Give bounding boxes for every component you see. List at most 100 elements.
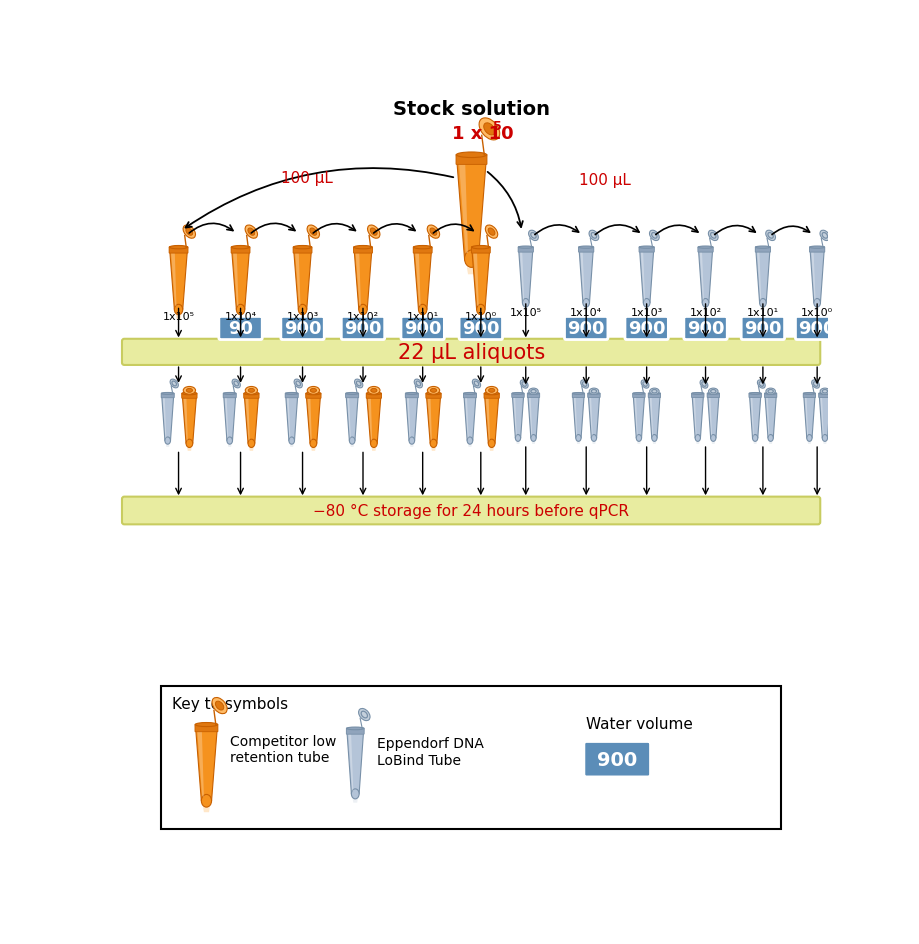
Ellipse shape — [695, 435, 699, 442]
Ellipse shape — [409, 437, 414, 445]
Polygon shape — [352, 799, 357, 802]
Polygon shape — [165, 445, 169, 447]
Text: 1x10⁵: 1x10⁵ — [163, 312, 194, 321]
FancyBboxPatch shape — [639, 247, 653, 253]
Ellipse shape — [232, 246, 249, 249]
Polygon shape — [819, 396, 823, 436]
Polygon shape — [588, 396, 592, 436]
Ellipse shape — [766, 389, 775, 395]
Text: 1x10²: 1x10² — [346, 312, 379, 321]
Ellipse shape — [651, 435, 656, 442]
FancyBboxPatch shape — [741, 317, 784, 340]
Polygon shape — [176, 315, 181, 319]
Text: 22 μL aliquots: 22 μL aliquots — [397, 343, 545, 362]
Ellipse shape — [752, 435, 757, 442]
Ellipse shape — [358, 709, 369, 721]
Polygon shape — [187, 448, 191, 451]
Polygon shape — [287, 396, 290, 439]
Text: 1x10¹: 1x10¹ — [746, 308, 778, 317]
Polygon shape — [768, 442, 772, 445]
Ellipse shape — [183, 226, 195, 239]
Ellipse shape — [425, 393, 440, 396]
Text: 900: 900 — [743, 320, 781, 338]
Polygon shape — [766, 396, 768, 436]
FancyBboxPatch shape — [425, 394, 441, 399]
Polygon shape — [692, 396, 696, 436]
FancyBboxPatch shape — [231, 247, 250, 254]
Polygon shape — [578, 248, 593, 303]
Ellipse shape — [236, 305, 244, 315]
Polygon shape — [580, 250, 584, 301]
Polygon shape — [414, 251, 420, 307]
FancyBboxPatch shape — [754, 247, 770, 253]
Ellipse shape — [351, 789, 358, 799]
Polygon shape — [169, 248, 187, 311]
Polygon shape — [478, 315, 483, 319]
Ellipse shape — [162, 393, 174, 395]
Ellipse shape — [512, 393, 523, 395]
Ellipse shape — [187, 389, 192, 393]
Polygon shape — [576, 442, 580, 445]
Ellipse shape — [591, 435, 596, 442]
FancyBboxPatch shape — [764, 394, 776, 398]
FancyBboxPatch shape — [572, 394, 584, 398]
Text: 1x10⁵: 1x10⁵ — [509, 308, 541, 317]
Ellipse shape — [289, 437, 294, 445]
Polygon shape — [425, 394, 440, 444]
Text: 900: 900 — [344, 320, 381, 338]
Ellipse shape — [170, 379, 178, 388]
Polygon shape — [431, 448, 436, 451]
Polygon shape — [410, 445, 414, 447]
Polygon shape — [707, 394, 719, 439]
FancyBboxPatch shape — [578, 247, 593, 253]
Ellipse shape — [819, 389, 829, 395]
Ellipse shape — [572, 393, 584, 395]
Ellipse shape — [463, 393, 475, 395]
Ellipse shape — [767, 435, 773, 442]
Ellipse shape — [227, 437, 233, 445]
FancyBboxPatch shape — [691, 394, 703, 398]
Polygon shape — [360, 315, 366, 319]
Ellipse shape — [430, 389, 437, 393]
Polygon shape — [183, 396, 187, 441]
Ellipse shape — [636, 435, 641, 442]
Ellipse shape — [649, 231, 659, 242]
Polygon shape — [464, 396, 468, 439]
Polygon shape — [652, 442, 655, 445]
Ellipse shape — [806, 435, 811, 442]
FancyBboxPatch shape — [122, 340, 820, 365]
Ellipse shape — [346, 393, 357, 395]
Text: Competitor low
retention tube: Competitor low retention tube — [230, 734, 335, 765]
Polygon shape — [531, 442, 535, 445]
Ellipse shape — [588, 231, 598, 242]
Ellipse shape — [245, 387, 257, 395]
Polygon shape — [760, 308, 765, 311]
FancyBboxPatch shape — [471, 247, 490, 254]
Polygon shape — [749, 394, 760, 439]
Polygon shape — [293, 248, 312, 311]
Ellipse shape — [232, 379, 240, 388]
Polygon shape — [350, 445, 354, 447]
Polygon shape — [643, 308, 648, 311]
Polygon shape — [814, 308, 819, 311]
Ellipse shape — [418, 305, 426, 315]
Polygon shape — [802, 394, 814, 439]
Polygon shape — [311, 448, 315, 451]
Polygon shape — [405, 394, 417, 441]
FancyBboxPatch shape — [405, 394, 418, 398]
Text: 900: 900 — [283, 320, 321, 338]
Polygon shape — [414, 248, 431, 311]
Polygon shape — [573, 396, 576, 436]
Polygon shape — [244, 394, 258, 444]
Polygon shape — [245, 396, 249, 441]
Polygon shape — [197, 728, 204, 797]
FancyBboxPatch shape — [698, 247, 712, 253]
Ellipse shape — [642, 299, 649, 308]
Ellipse shape — [648, 393, 660, 395]
Text: 900: 900 — [628, 320, 664, 338]
Ellipse shape — [485, 226, 497, 239]
Ellipse shape — [307, 226, 319, 239]
Polygon shape — [512, 394, 523, 439]
Ellipse shape — [699, 380, 707, 389]
Ellipse shape — [223, 393, 235, 395]
